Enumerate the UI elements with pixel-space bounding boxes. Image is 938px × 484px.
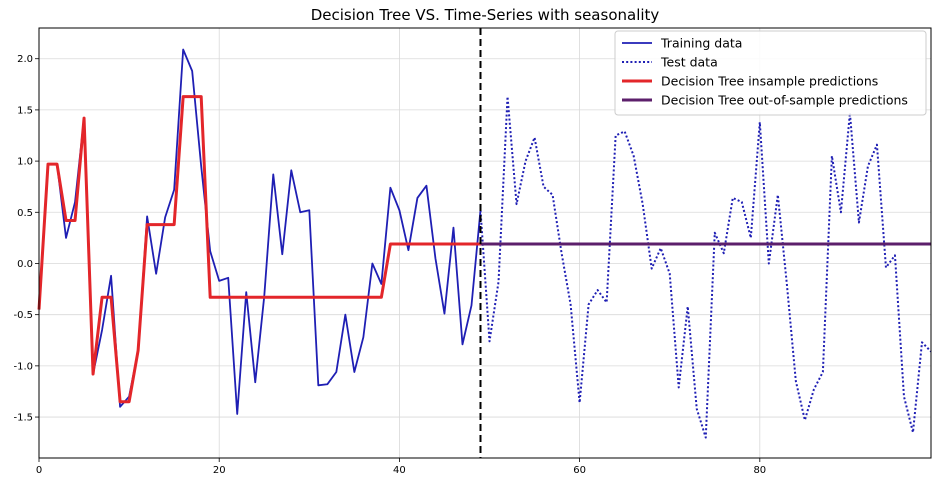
y-tick-label: 2.0 <box>17 54 33 65</box>
legend-entry-training: Training data <box>622 36 742 51</box>
x-tick-label: 60 <box>573 465 586 476</box>
x-axis: 0 20 40 60 80 <box>36 458 766 476</box>
series-layer <box>37 48 932 439</box>
legend-entry-out-of-sample: Decision Tree out-of-sample predictions <box>622 93 908 108</box>
plot-frame <box>38 27 932 459</box>
y-tick-label: 0.0 <box>17 259 33 270</box>
y-axis: -1.5 -1.0 -0.5 0.0 0.5 1.0 1.5 2.0 <box>13 54 39 424</box>
legend-label: Decision Tree insample predictions <box>661 74 878 89</box>
legend-box <box>614 30 927 116</box>
x-tick-label: 20 <box>213 465 226 476</box>
x-tick-label: 40 <box>393 465 406 476</box>
legend-label: Test data <box>660 55 718 70</box>
insample-predictions-line <box>37 95 481 404</box>
legend-label: Training data <box>660 36 742 51</box>
x-tick-label: 80 <box>753 465 766 476</box>
legend: Training data Test data Decision Tree insa… <box>614 30 927 116</box>
y-tick-label: 1.5 <box>17 105 33 116</box>
legend-entry-test: Test data <box>622 55 718 70</box>
y-tick-label: -1.5 <box>13 413 33 424</box>
chart-title: Decision Tree VS. Time-Series with seaso… <box>311 6 660 24</box>
legend-label: Decision Tree out-of-sample predictions <box>661 93 908 108</box>
y-tick-label: -1.0 <box>13 361 33 372</box>
legend-entry-insample: Decision Tree insample predictions <box>622 74 878 89</box>
y-tick-label: 0.5 <box>17 208 33 219</box>
test-data-line <box>479 95 932 439</box>
y-tick-label: -0.5 <box>13 310 33 321</box>
y-tick-label: 1.0 <box>17 157 33 168</box>
x-tick-label: 0 <box>36 465 42 476</box>
